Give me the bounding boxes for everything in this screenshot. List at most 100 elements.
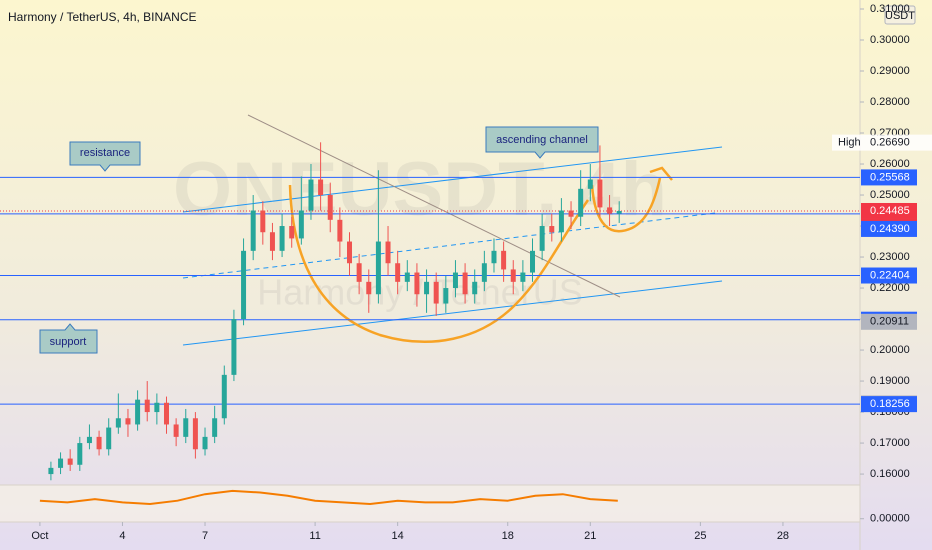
watermark-sub: Harmony / TetherUS [257, 272, 582, 313]
annotation: ascending channel [496, 134, 588, 146]
y-tick-label: 0.23000 [870, 251, 910, 263]
candle-body [125, 418, 131, 425]
candle-body [154, 402, 160, 413]
y-tick-label: 0.25000 [870, 189, 910, 201]
callout-box [39, 323, 98, 354]
candle-body [260, 210, 266, 233]
high-price: 0.26690 [870, 137, 910, 149]
candle-body [231, 319, 237, 375]
candle-body [337, 219, 343, 242]
annotation: support [50, 336, 87, 348]
candle-body [86, 436, 92, 444]
candle-body [404, 272, 410, 282]
candle-body [433, 281, 439, 304]
candle-body [520, 272, 526, 282]
level-badge [861, 169, 917, 186]
x-tick-label: 25 [694, 530, 706, 542]
y-tick-label: 0.19000 [870, 375, 910, 387]
osc-line [39, 489, 618, 506]
callouts: resistance ascending channel support [39, 126, 599, 354]
level-label: 0.18256 [870, 398, 910, 410]
candle-body [510, 269, 516, 282]
candle-body [183, 418, 189, 437]
candle-body [481, 263, 487, 282]
y-tick-label: 0.22000 [870, 282, 910, 294]
candle-body [452, 272, 458, 289]
x-tick-label: 14 [392, 530, 404, 542]
candle-body [308, 179, 314, 211]
candle-body [539, 226, 545, 251]
candle-body [530, 250, 536, 273]
candle-body [549, 226, 555, 233]
candle-body [173, 424, 179, 437]
candle-body [241, 250, 247, 320]
candle-body [347, 241, 353, 264]
level-badge [861, 396, 917, 413]
candle-body [269, 232, 275, 251]
candle-body [106, 427, 112, 450]
level-badge [861, 313, 917, 330]
candle-body [578, 188, 584, 217]
channel-lower [182, 280, 723, 346]
candle-body [616, 210, 622, 214]
channel-upper [182, 146, 723, 213]
level-label: 0.24485 [870, 205, 910, 217]
y-tick-label: 0.28000 [870, 96, 910, 108]
candle-body [327, 195, 333, 220]
candle-body [77, 443, 83, 465]
y-tick-label: 0.29000 [870, 65, 910, 77]
candle-body [366, 281, 372, 295]
candle-body [289, 226, 295, 239]
x-tick-label: 21 [584, 530, 596, 542]
candle-body [115, 418, 121, 428]
candle-body [472, 281, 478, 295]
candle-body [318, 179, 324, 196]
candle-body [414, 272, 420, 295]
drawings [182, 114, 723, 346]
candle-body [385, 241, 391, 264]
candle-body [375, 241, 381, 295]
candle-body [202, 436, 208, 450]
candle-body [48, 467, 54, 475]
high-label: High [838, 137, 861, 149]
cup-curve [288, 184, 590, 343]
callout-box [485, 126, 599, 159]
level-label: 0.25568 [870, 171, 910, 183]
candle-body [491, 250, 497, 264]
level-badge [861, 202, 917, 219]
candle-body [58, 458, 64, 468]
high-badge [832, 134, 932, 151]
candle-body [279, 226, 285, 251]
y-tick-label: 0.26000 [870, 158, 910, 170]
candle-body [443, 288, 449, 304]
candle-body [356, 263, 362, 282]
candle-body [67, 458, 73, 465]
candle-body [163, 402, 169, 425]
candle-body [462, 272, 468, 295]
candle-body [607, 207, 613, 214]
level-label: 0.20911 [870, 316, 909, 328]
arrow-head [649, 166, 673, 181]
handle-curve [590, 177, 662, 233]
level-badge [861, 267, 917, 284]
candle-body [96, 436, 102, 450]
y-tick-label: 0.20000 [870, 344, 910, 356]
currency-badge [884, 5, 916, 25]
candle-body [587, 179, 593, 189]
x-tick-label: Oct [31, 530, 48, 542]
candle-body [395, 263, 401, 282]
chart-title: Harmony / TetherUS, 4h, BINANCE [8, 10, 197, 24]
currency: USDT [885, 10, 915, 22]
level-label: 0.22404 [870, 269, 910, 281]
y-tick-label: 0.17000 [870, 437, 910, 449]
x-tick-label: 7 [202, 530, 208, 542]
candle-body [597, 179, 603, 208]
x-tick-label: 4 [119, 530, 125, 542]
y-tick-label: 0.16000 [870, 468, 910, 480]
y-tick-label: 0.31000 [870, 3, 910, 15]
candle-body [558, 210, 564, 233]
y-tick-label: 0.30000 [870, 34, 910, 46]
osc-tick-label: 0.00000 [870, 513, 910, 525]
candle-body [212, 418, 218, 437]
